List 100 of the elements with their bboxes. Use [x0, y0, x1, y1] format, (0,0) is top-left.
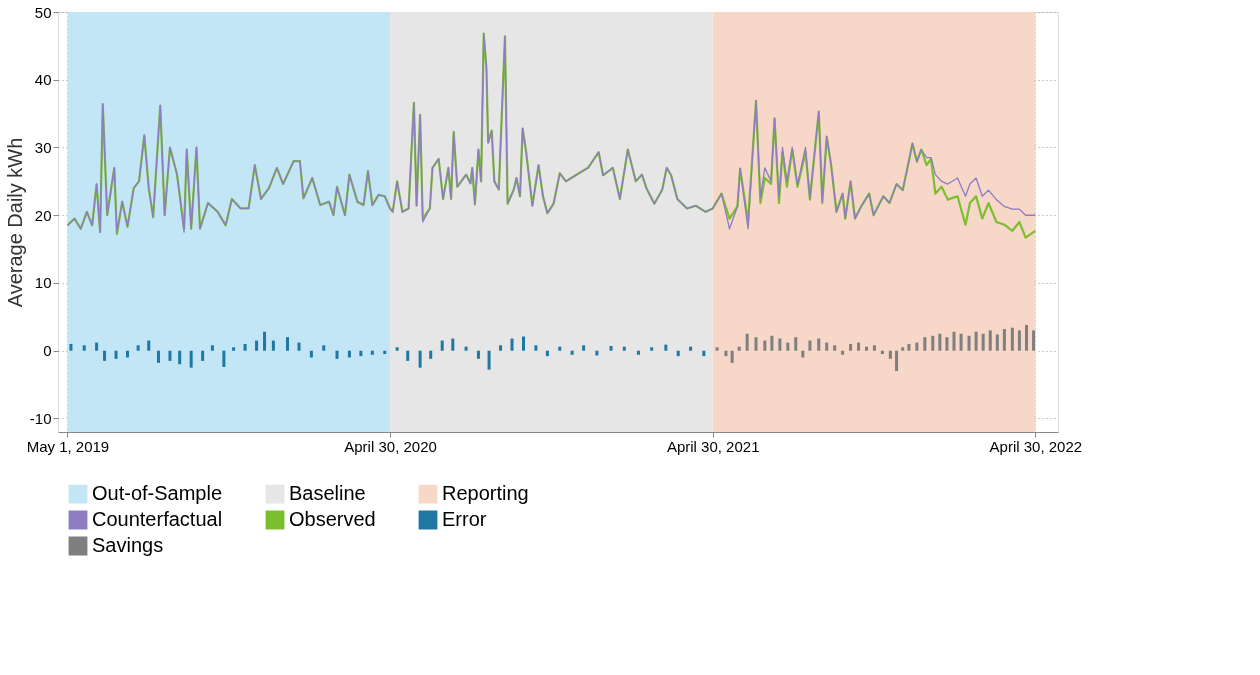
bar	[103, 350, 107, 361]
bar	[801, 350, 805, 358]
bar	[1010, 327, 1014, 351]
bar	[857, 342, 861, 351]
bar	[974, 331, 978, 351]
bar	[833, 345, 837, 351]
bar	[754, 337, 758, 351]
bar	[395, 347, 399, 351]
bar	[232, 347, 236, 351]
bar	[147, 340, 151, 351]
bar	[114, 350, 118, 359]
bar	[476, 350, 480, 359]
x-tick-label: April 30, 2020	[344, 437, 437, 455]
bar	[522, 336, 526, 351]
legend-label: Observed	[289, 508, 376, 530]
bar	[915, 342, 919, 351]
bar	[786, 342, 790, 351]
y-tick-label: 20	[34, 206, 52, 224]
y-tick-label: 10	[34, 274, 52, 292]
bar	[440, 340, 444, 351]
bar	[271, 340, 275, 351]
bar	[988, 330, 992, 351]
bar	[895, 350, 899, 372]
bar	[872, 345, 876, 351]
bar	[82, 345, 86, 351]
bar	[499, 345, 503, 351]
bar	[745, 333, 749, 351]
bar	[347, 350, 351, 358]
bar	[907, 343, 911, 351]
bar	[418, 350, 422, 368]
bar	[451, 338, 455, 351]
bar	[817, 338, 821, 351]
bar	[545, 350, 549, 357]
bar	[1002, 329, 1006, 351]
bar	[383, 350, 387, 355]
bar	[952, 331, 956, 351]
bar	[967, 335, 971, 351]
bar	[945, 337, 949, 351]
bar	[222, 350, 226, 367]
bar	[622, 346, 626, 351]
bar	[136, 345, 140, 351]
bar	[808, 340, 812, 351]
bar	[995, 334, 999, 351]
bar	[243, 343, 247, 351]
bar	[636, 350, 640, 355]
bar	[763, 340, 767, 351]
bar	[359, 350, 363, 357]
bar	[487, 350, 491, 370]
bar	[1024, 324, 1028, 351]
bar	[702, 350, 706, 357]
y-tick-label: 30	[34, 138, 52, 156]
bar	[864, 346, 868, 351]
bar	[825, 342, 829, 351]
bar	[168, 350, 172, 361]
bar	[309, 350, 313, 358]
bar	[464, 346, 468, 351]
bar	[558, 346, 562, 351]
bar	[510, 338, 514, 351]
bar	[664, 344, 668, 351]
y-axis-title: Average Daily kWh	[3, 137, 26, 308]
bar	[901, 347, 905, 351]
bar	[689, 346, 693, 351]
x-tick-label: April 30, 2022	[989, 437, 1083, 455]
legend-label: Error	[442, 508, 487, 530]
bar	[880, 350, 884, 355]
bar	[263, 331, 267, 351]
bar	[286, 337, 290, 351]
bar	[724, 350, 728, 357]
bar	[730, 350, 734, 363]
bar	[156, 350, 160, 363]
legend-label: Out-of-Sample	[92, 482, 223, 505]
bar	[126, 350, 130, 358]
bar	[959, 333, 963, 351]
bar	[570, 350, 574, 355]
bar	[676, 350, 680, 357]
bar	[322, 345, 326, 351]
bar	[1017, 330, 1021, 351]
x-tick-label: April 30, 2021	[666, 437, 760, 455]
bar	[715, 347, 719, 351]
bar	[178, 350, 182, 365]
bar	[609, 345, 613, 351]
bar	[582, 345, 586, 351]
bar	[923, 337, 927, 351]
y-tick-label: 50	[34, 3, 52, 21]
bar	[931, 335, 935, 351]
x-tick-label: May 1, 2019	[26, 437, 110, 455]
bar	[888, 350, 892, 359]
bar	[794, 337, 798, 351]
legend-label: Counterfactual	[92, 508, 223, 530]
bar	[981, 333, 985, 351]
bar	[938, 333, 942, 351]
legend-label: Baseline	[289, 482, 366, 505]
legend-label: Savings	[92, 534, 164, 556]
y-tick-label: 40	[34, 71, 52, 89]
bar	[737, 346, 741, 351]
bar	[841, 350, 845, 355]
bar	[650, 347, 654, 351]
bar	[1032, 330, 1036, 351]
bar	[189, 350, 193, 368]
bar	[335, 350, 339, 359]
